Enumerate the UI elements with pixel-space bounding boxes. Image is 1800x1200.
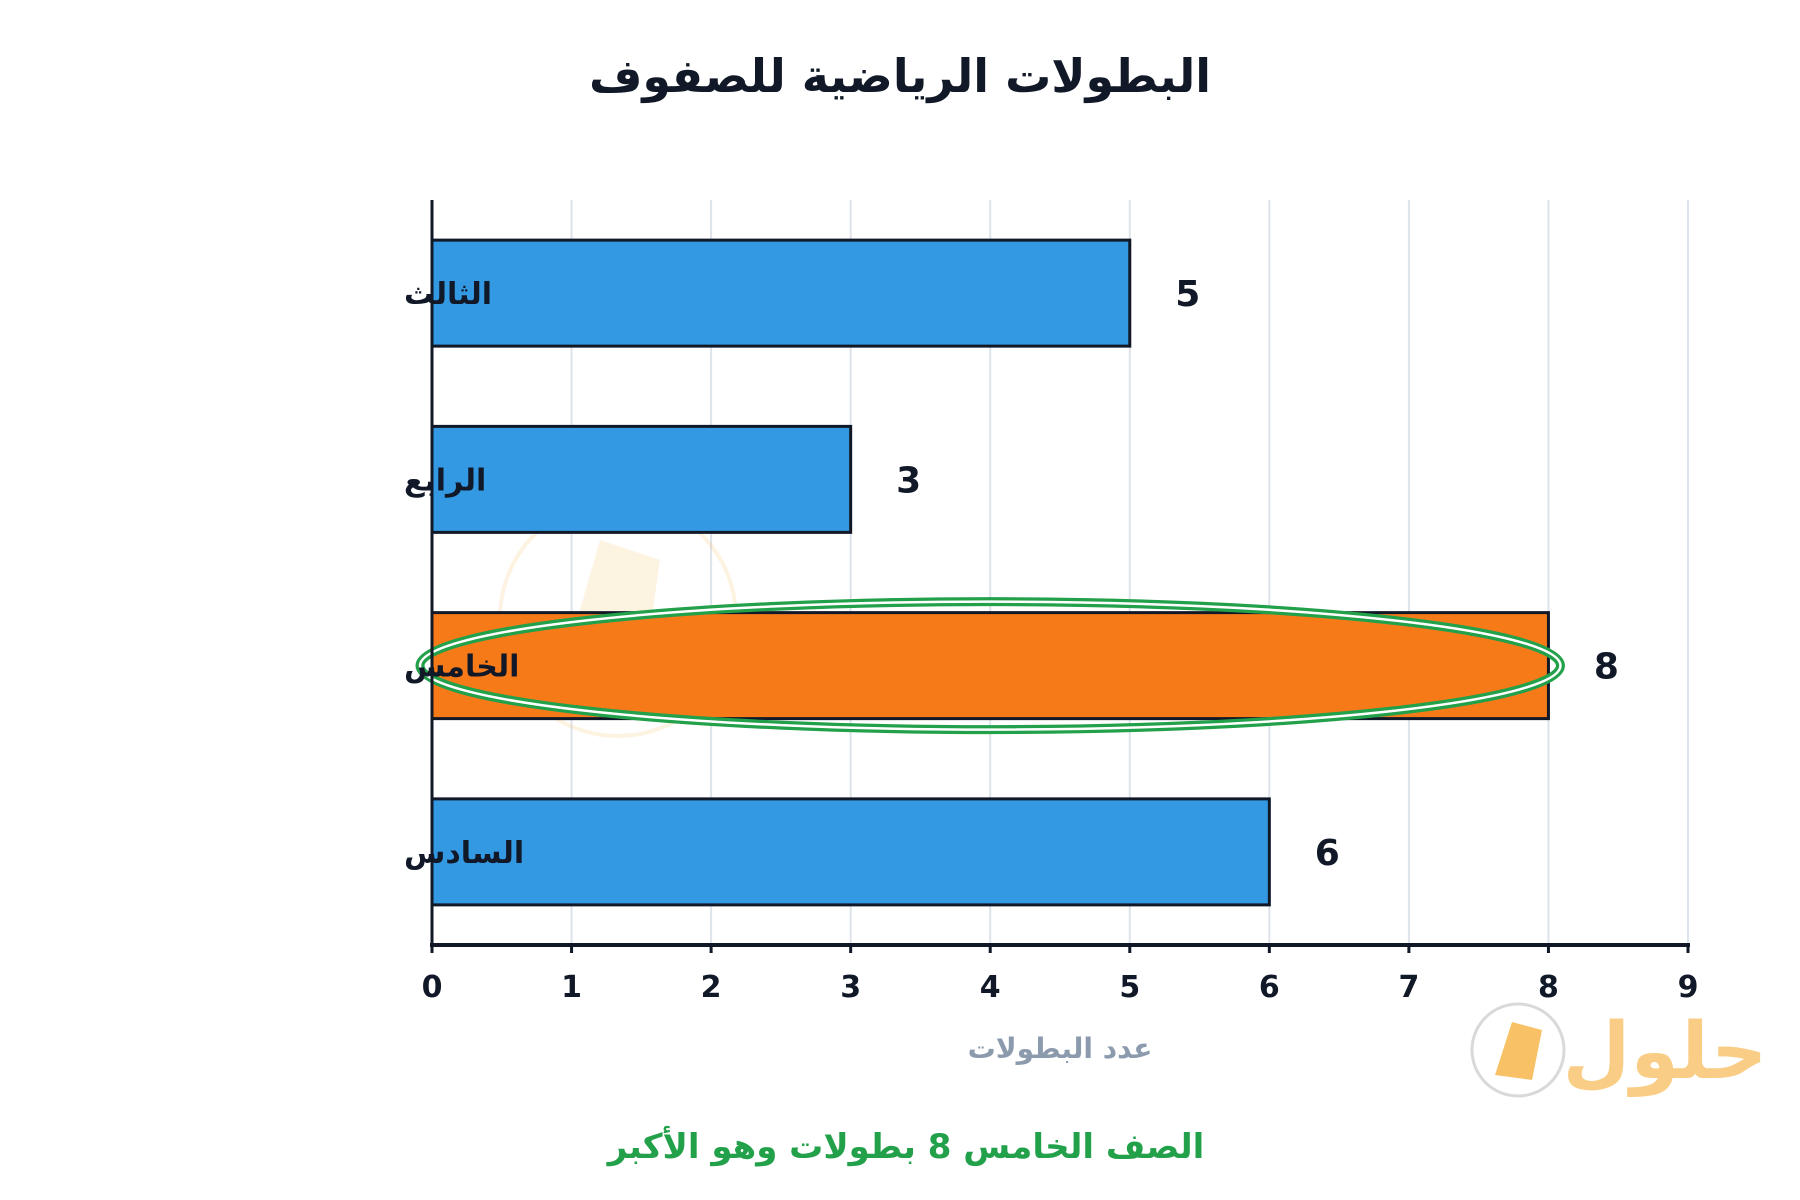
book-icon [1495,1022,1542,1080]
tick-label: 0 [422,970,443,1005]
chart-title: البطولات الرياضية للصفوف [589,49,1211,103]
tick-label: 4 [980,970,1001,1005]
tick-label: 3 [840,970,861,1005]
highlight-ring [415,597,1565,735]
bar-4 [430,797,1271,907]
value-label: 5 [1175,274,1200,315]
tick-label: 2 [701,970,722,1005]
category-label: الرابع [404,463,486,498]
bars [430,238,1550,907]
tick-label: 7 [1398,970,1419,1005]
value-label: 8 [1594,647,1619,688]
tick-label: 1 [561,970,582,1005]
category-label: الثالث [404,277,492,312]
value-label: 6 [1315,833,1340,874]
tick-label: 6 [1259,970,1280,1005]
labels: الثالث 5 الرابع 3 الخامس 8 السادس 6 [404,274,1619,874]
highlight-ellipse-inner [418,600,1562,731]
category-label: الخامس [404,650,519,685]
bar-2 [430,424,853,534]
axes: 0 1 2 3 4 5 6 7 8 9 [422,200,1699,1005]
logo-text: حلول [1563,1007,1768,1097]
annotation-text: الصف الخامس 8 بطولات وهو الأكبر [606,1125,1205,1167]
x-axis-label: عدد البطولات [968,1032,1153,1065]
tick-label: 8 [1538,970,1559,1005]
bar-1 [430,238,1132,348]
tick-label: 5 [1119,970,1140,1005]
category-label: السادس [404,836,524,871]
watermark-logo: حلول [1470,1002,1768,1098]
bar-3 [430,611,1550,721]
value-label: 3 [896,460,921,501]
tick-label: 9 [1678,970,1699,1005]
